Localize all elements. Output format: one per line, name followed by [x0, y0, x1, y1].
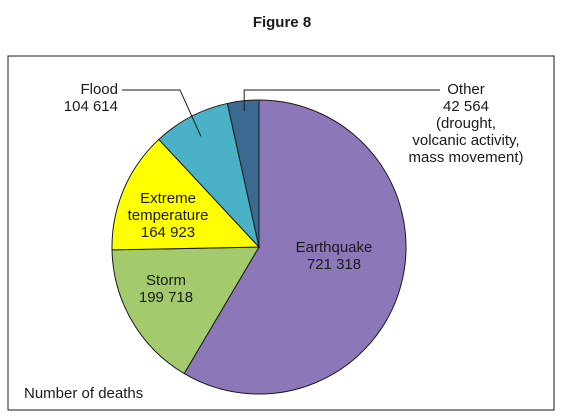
chart-frame	[7, 55, 555, 411]
leader-line-other	[243, 89, 440, 111]
label-earthquake-line: Earthquake	[296, 239, 373, 256]
label-extreme-temperature-line: 164 923	[141, 224, 195, 241]
pie-slice-storm	[111, 246, 260, 375]
label-storm-line: 199 718	[139, 289, 193, 306]
label-other: Other 42 564 (drought, volcanic activity, ma…	[408, 81, 523, 166]
label-other-line: (drought,	[436, 115, 496, 132]
label-earthquake: Earthquake 721 318	[296, 239, 373, 273]
chart-caption: Number of deaths	[24, 385, 143, 402]
label-other-line: mass movement)	[408, 149, 523, 166]
label-other-line: Other	[447, 81, 485, 98]
pie-slices	[111, 99, 407, 395]
label-storm-line: Storm	[146, 272, 186, 289]
chart-title: Figure 8	[253, 14, 311, 31]
leader-line-flood	[122, 89, 202, 137]
label-earthquake-line: 721 318	[307, 256, 361, 273]
label-extreme-temperature-line: temperature	[128, 207, 209, 224]
label-extreme-temperature: Extreme temperature 164 923	[128, 190, 209, 241]
label-extreme-temperature-line: Extreme	[140, 190, 196, 207]
label-flood: Flood 104 614	[64, 81, 118, 115]
pie-slice-earthquake	[183, 99, 407, 395]
label-other-line: 42 564	[443, 98, 489, 115]
label-other-line: volcanic activity,	[412, 132, 519, 149]
label-storm: Storm 199 718	[139, 272, 193, 306]
slice-labels: Earthquake 721 318 Storm 199 718 Extreme temp…	[64, 81, 524, 306]
pie-slice-other	[226, 99, 260, 248]
leader-lines	[122, 89, 440, 137]
label-flood-line: Flood	[80, 81, 118, 98]
label-flood-line: 104 614	[64, 98, 118, 115]
pie-slice-extreme-temperature	[111, 138, 261, 251]
